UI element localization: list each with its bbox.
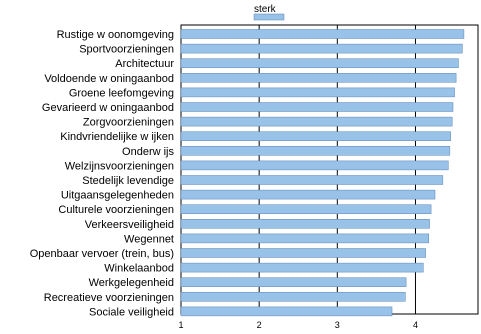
category-labels: Rustige w oonomgeving Sportvoorzieningen A… [30, 29, 175, 318]
bar [180, 58, 459, 68]
bar [180, 306, 393, 317]
category-label: Stedelijk levendige [82, 175, 174, 187]
x-tick-labels: 1 2 3 4 [178, 320, 417, 330]
bar [180, 189, 436, 200]
bar [180, 131, 451, 141]
category-label: Culturele voorzieningen [58, 204, 174, 216]
bar [180, 116, 453, 127]
bar [180, 292, 406, 302]
category-label: Rustige w oonomgeving [57, 29, 174, 41]
bar [180, 248, 426, 258]
category-label: Sociale veiligheid [89, 306, 174, 318]
bar [180, 102, 454, 112]
x-tick-label: 4 [413, 320, 418, 330]
category-label: Kindvriendelijke w ijken [60, 131, 174, 143]
bars [180, 29, 465, 317]
legend: sterk [253, 4, 285, 21]
x-tick-label: 3 [335, 320, 340, 330]
bar [180, 175, 444, 185]
x-tick-label: 1 [178, 320, 183, 330]
bar [180, 160, 449, 171]
category-label: Werkgelegenheid [89, 277, 174, 289]
legend-label: sterk [254, 4, 277, 15]
legend-swatch [253, 13, 285, 21]
bar [180, 43, 463, 54]
bar [180, 73, 457, 83]
category-label: Welzijnsvoorzieningen [65, 160, 174, 172]
category-label: Sportvoorzieningen [79, 44, 174, 56]
bar [180, 146, 451, 156]
category-label: Voldoende w oningaanbod [44, 73, 174, 85]
category-label: Openbaar vervoer (trein, bus) [30, 248, 174, 260]
x-tick-label: 2 [257, 320, 262, 330]
category-label: Winkelaanbod [104, 263, 174, 275]
category-label: Uitgaansgelegenheden [61, 190, 174, 202]
category-label: Recreatieve voorzieningen [44, 292, 174, 304]
category-label: Architectuur [115, 58, 174, 70]
bar [180, 277, 407, 287]
category-label: Onderw ijs [122, 146, 174, 158]
bar [180, 29, 465, 39]
bar [180, 262, 424, 273]
bar [180, 87, 455, 98]
category-label: Wegennet [124, 233, 174, 245]
bar [180, 204, 432, 214]
category-label: Zorgvoorzieningen [83, 117, 174, 129]
category-label: Verkeersveiligheid [85, 219, 174, 231]
category-label: Gevarieerd w oningaanbod [42, 102, 174, 114]
bar [180, 233, 430, 244]
bar [180, 219, 430, 229]
category-label: Groene leefomgeving [69, 87, 174, 99]
